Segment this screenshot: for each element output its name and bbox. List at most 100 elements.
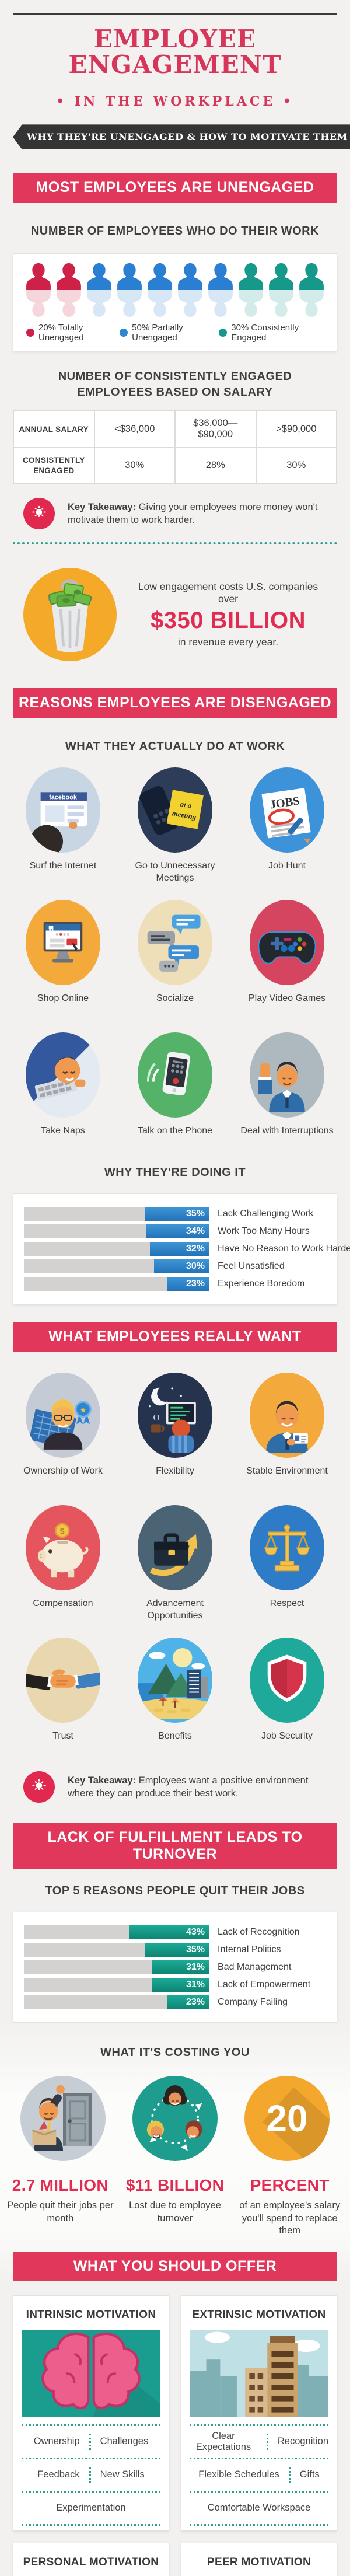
list-row: Clear Expectations Recognition xyxy=(190,2424,328,2458)
list-row: Flexible Schedules Gifts xyxy=(190,2457,328,2491)
stat-value: $11 BILLION xyxy=(125,2176,225,2195)
activity-item: JOBS Job Hunt xyxy=(231,767,343,885)
svg-text:$: $ xyxy=(60,1527,65,1536)
table-row: CONSISTENTLY ENGAGED 30% 28% 30% xyxy=(13,447,337,484)
bar-value: 32% xyxy=(186,1244,205,1254)
stat-block: $11 BILLION Lost due to employee turnove… xyxy=(121,2176,230,2237)
want-label: Benefits xyxy=(158,1731,192,1741)
sleeping-worker-icon xyxy=(26,1032,100,1118)
bar-label: Have No Reason to Work Harder xyxy=(218,1244,350,1254)
takeaway-prefix: Key Takeaway: xyxy=(68,502,136,513)
person-icon-teal xyxy=(299,263,324,317)
activity-label: Job Hunt xyxy=(268,861,306,871)
table-cell: <$36,000 xyxy=(93,410,176,449)
list-row: Experimentation xyxy=(22,2490,160,2526)
bar-track: 31% xyxy=(24,1978,209,1992)
costing-icons-row: 20 xyxy=(7,2076,343,2162)
bar-value: 35% xyxy=(186,1945,205,1955)
want-item: Stable Environment xyxy=(231,1373,343,1490)
want-item: $ Compensation xyxy=(7,1505,119,1622)
legend-label: 30% Consistently Engaged xyxy=(231,323,299,343)
list-row: Ownership Challenges xyxy=(22,2424,160,2458)
bar-value: 31% xyxy=(186,1980,205,1990)
online-store-icon xyxy=(26,900,100,986)
handshake-icon xyxy=(26,1638,100,1723)
list-item: Challenges xyxy=(100,2436,149,2447)
svg-text:★: ★ xyxy=(79,1405,87,1415)
twenty-percent-icon: 20 xyxy=(244,2076,330,2162)
card-list: Ownership Challenges Feedback New Skills E… xyxy=(22,2424,160,2526)
bar-row: 23% Company Failing xyxy=(24,1995,328,2010)
svg-text:meeting: meeting xyxy=(172,809,197,822)
people-pictogram-card: 20% Totally Unengaged 50% Partially Unen… xyxy=(13,253,337,352)
heading-quit-reasons: TOP 5 REASONS PEOPLE QUIT THEIR JOBS xyxy=(45,1884,305,1898)
stat-value: 2.7 MILLION xyxy=(12,2176,108,2195)
bar-row: 43% Lack of Recognition xyxy=(24,1925,328,1940)
want-item: Trust xyxy=(7,1638,119,1755)
cost-350-block: Low engagement costs U.S. companies over… xyxy=(23,568,329,662)
bar-track: 23% xyxy=(24,1995,209,2010)
bar-fill: 34% xyxy=(146,1224,209,1239)
want-item: Advancement Opportunities xyxy=(119,1505,231,1622)
table-cell: >$90,000 xyxy=(255,410,337,449)
list-row: Feedback New Skills xyxy=(22,2457,160,2491)
want-label: Advancement Opportunities xyxy=(146,1598,204,1621)
takeaway-text: Employees want a positive environment wh… xyxy=(68,1775,309,1799)
bar-track: 34% xyxy=(24,1224,209,1239)
bar-fill: 30% xyxy=(153,1259,209,1274)
dotted-divider-vertical xyxy=(89,2466,91,2483)
page-title: EMPLOYEE ENGAGEMENT xyxy=(68,25,282,79)
bar-fill: 31% xyxy=(152,1978,209,1992)
legend-item: 20% Totally Unengaged xyxy=(26,323,120,343)
want-item: Benefits xyxy=(119,1638,231,1755)
heading-costing: WHAT IT'S COSTING YOU xyxy=(100,2046,250,2060)
legend-item: 50% Partially Unengaged xyxy=(120,323,219,343)
row-header-cell: ANNUAL SALARY xyxy=(13,410,95,449)
heading-who-do-work: NUMBER OF EMPLOYEES WHO DO THEIR WORK xyxy=(30,225,320,238)
bar-label: Feel Unsatisfied xyxy=(218,1261,285,1272)
stat-caption: of an employee's salary you'll spend to … xyxy=(239,2200,341,2236)
bar-value: 34% xyxy=(186,1226,205,1237)
bar-fill: 35% xyxy=(144,1207,209,1221)
bar-track: 43% xyxy=(24,1925,209,1940)
bar-track: 35% xyxy=(24,1207,209,1221)
activity-item: at a meeting Go to Unnecessary Meetings xyxy=(119,767,231,885)
bar-value: 23% xyxy=(186,1279,205,1289)
activity-item: Shop Online xyxy=(7,900,119,1017)
scales-icon xyxy=(250,1505,324,1591)
card-title: INTRINSIC MOTIVATION xyxy=(26,2308,156,2321)
list-item: Experimentation xyxy=(56,2502,126,2514)
activities-grid: facebook Surf the Internet at a meeting G… xyxy=(7,767,343,1150)
bar-row: 31% Lack of Empowerment xyxy=(24,1978,328,1992)
table-cell: 30% xyxy=(93,447,176,484)
bar-value: 31% xyxy=(186,1962,205,1973)
key-takeaway-2: Key Takeaway: Employees want a positive … xyxy=(23,1771,327,1803)
trash-money-icon xyxy=(23,568,117,662)
heading-do-at-work: WHAT THEY ACTUALLY DO AT WORK xyxy=(65,740,285,753)
section-banner-unengaged: MOST EMPLOYEES ARE UNENGAGED xyxy=(13,173,337,203)
activity-label: Surf the Internet xyxy=(29,861,97,871)
want-label: Respect xyxy=(270,1598,304,1609)
svg-text:at a: at a xyxy=(180,800,192,810)
want-label: Job Security xyxy=(261,1731,313,1741)
card-title: PERSONAL MOTIVATION xyxy=(23,2556,159,2568)
activity-label: Shop Online xyxy=(37,993,89,1004)
takeaway-text: Giving your employees more money won't m… xyxy=(68,502,318,526)
heading-why-doing-it: WHY THEY'RE DOING IT xyxy=(104,1166,246,1179)
facebook-browser-icon: facebook xyxy=(26,767,100,853)
key-takeaway-1: Key Takeaway: Giving your employees more… xyxy=(23,498,327,530)
section-banner-turnover: LACK OF FULFILLMENT LEADS TO TURNOVER xyxy=(13,1823,337,1870)
brain-icon xyxy=(22,2329,160,2417)
ringing-phone-icon xyxy=(138,1032,212,1118)
piggy-bank-icon: $ xyxy=(26,1505,100,1591)
bar-track: 31% xyxy=(24,1960,209,1975)
table-cell: $36,000—$90,000 xyxy=(174,410,257,449)
bar-label: Lack of Recognition xyxy=(218,1927,300,1938)
want-label: Flexibility xyxy=(156,1466,194,1477)
bar-fill: 23% xyxy=(166,1995,209,2010)
bar-value: 35% xyxy=(186,1209,205,1219)
bar-row: 32% Have No Reason to Work Harder xyxy=(24,1242,350,1256)
stat-block: PERCENT of an employee's salary you'll s… xyxy=(235,2176,344,2237)
wants-grid: ★ Ownership of Work Flexibility Stable E… xyxy=(7,1373,343,1755)
dotted-divider-vertical xyxy=(288,2466,290,2483)
